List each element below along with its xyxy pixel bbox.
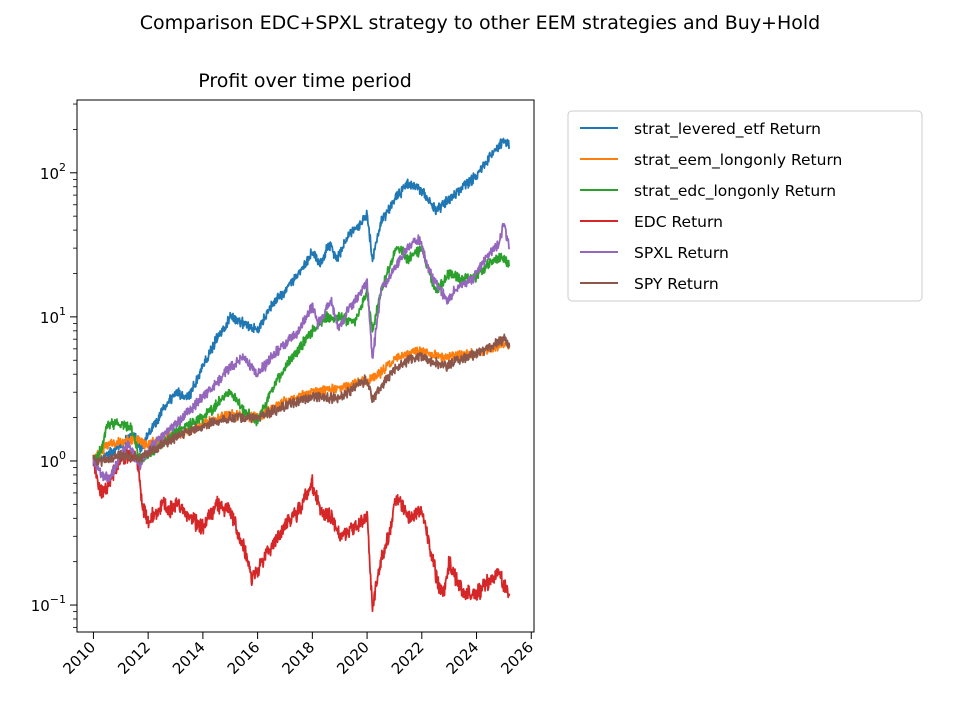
legend-box (567, 110, 923, 302)
chart-legend: strat_levered_etf Return strat_eem_longon… (567, 110, 923, 302)
y-tick-label: 10−1 (31, 593, 66, 615)
y-tick-label: 102 (40, 161, 66, 183)
series-line-5 (92, 333, 511, 468)
series-line-3 (92, 446, 511, 613)
series-line-4 (92, 222, 511, 483)
chart-title: Profit over time period (198, 70, 412, 92)
x-tick-label: 2012 (114, 638, 154, 678)
x-tick-label: 2020 (333, 638, 373, 678)
legend-label: SPXL Return (634, 244, 729, 262)
y-tick-label: 101 (40, 305, 66, 327)
x-tick-label: 2024 (443, 638, 483, 678)
x-tick-label: 2018 (278, 638, 318, 678)
x-axis: 2010 2012 2014 2016 2018 2020 2022 2024 2026 (60, 632, 537, 678)
axes-frame (76, 99, 535, 633)
legend-label: strat_eem_longonly Return (634, 151, 842, 170)
series-lines (92, 137, 511, 613)
figure-suptitle: Comparison EDC+SPXL strategy to other EE… (139, 12, 821, 34)
legend-label: strat_levered_etf Return (634, 120, 821, 139)
y-axis: 102 101 100 10−1 (31, 103, 77, 628)
x-tick-label: 2022 (388, 638, 428, 678)
x-tick-label: 2014 (169, 638, 209, 678)
legend-label: EDC Return (634, 213, 723, 231)
x-tick-label: 2010 (60, 638, 100, 678)
legend-label: SPY Return (634, 275, 719, 293)
x-tick-label: 2016 (224, 638, 264, 678)
plot-area (76, 99, 535, 633)
legend-label: strat_edc_longonly Return (634, 182, 836, 201)
x-tick-label: 2026 (497, 638, 537, 678)
series-line-0 (92, 137, 511, 467)
y-tick-label: 100 (40, 449, 66, 471)
